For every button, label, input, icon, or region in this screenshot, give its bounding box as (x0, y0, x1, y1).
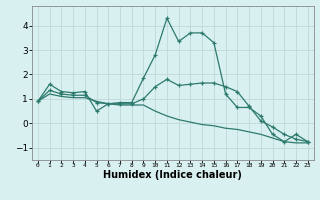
X-axis label: Humidex (Indice chaleur): Humidex (Indice chaleur) (103, 170, 242, 180)
